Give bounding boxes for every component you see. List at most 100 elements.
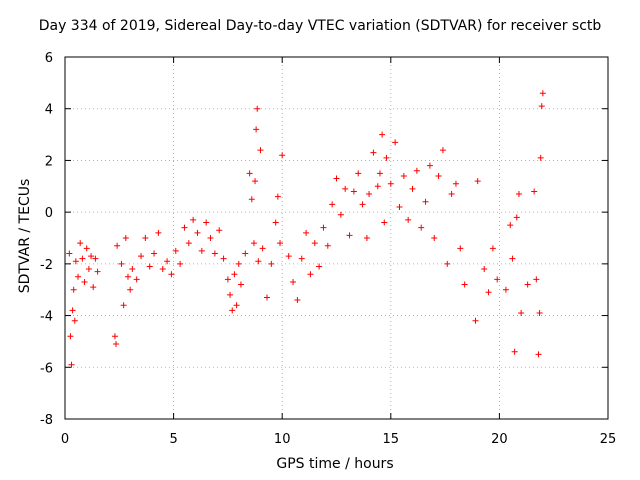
plot-frame [64, 56, 609, 420]
data-point [194, 229, 201, 236]
y-tick-label: 0 [45, 206, 53, 221]
data-point [396, 203, 403, 210]
data-point [524, 281, 531, 288]
x-tick-label: 20 [491, 432, 508, 447]
data-point [511, 348, 518, 355]
data-point [164, 258, 171, 265]
data-point [90, 284, 97, 291]
y-tick-label: 6 [45, 51, 53, 66]
data-point [474, 178, 481, 185]
data-point [248, 196, 255, 203]
y-tick-label: 4 [45, 103, 53, 118]
data-point [133, 276, 140, 283]
data-point [381, 219, 388, 226]
data-point [94, 268, 101, 275]
data-point [68, 361, 75, 368]
data-point [535, 351, 542, 358]
data-point [70, 286, 77, 293]
data-point [122, 235, 129, 241]
data-point [168, 271, 175, 278]
data-point [114, 242, 121, 249]
data-point [539, 90, 546, 97]
data-point [461, 281, 468, 288]
data-point [268, 260, 275, 267]
data-point [324, 242, 331, 249]
y-tick-label: -2 [40, 258, 53, 273]
data-point [413, 167, 420, 174]
data-point [439, 147, 446, 154]
data-point [337, 211, 344, 218]
data-point [151, 250, 158, 257]
data-point [431, 235, 438, 241]
data-point [237, 281, 244, 288]
data-point [285, 253, 292, 260]
data-point [457, 245, 464, 252]
data-point [159, 266, 166, 273]
data-point [257, 147, 264, 154]
data-point [129, 266, 136, 273]
data-point [250, 240, 257, 247]
data-point [536, 309, 543, 316]
x-tick-label: 15 [383, 432, 400, 447]
data-point [142, 235, 149, 241]
y-tick-label: 2 [45, 154, 53, 169]
data-point [481, 266, 488, 273]
data-point [444, 260, 451, 267]
data-point [409, 185, 416, 192]
data-point [518, 309, 525, 316]
data-point [220, 255, 227, 262]
data-point [66, 250, 73, 257]
data-point [190, 216, 197, 223]
data-point [155, 229, 162, 236]
data-point [69, 307, 76, 314]
data-point [88, 253, 95, 260]
y-tick-label: -6 [40, 361, 53, 376]
data-point [253, 126, 260, 133]
axis-ticks: 0 5 10 15 20 25 -8 -6 -4 -2 0 2 4 6 [40, 51, 616, 447]
data-point [329, 201, 336, 208]
data-point [92, 255, 99, 262]
data-point [242, 250, 249, 257]
data-point [254, 105, 261, 112]
data-point [316, 263, 323, 270]
x-tick-label: 5 [169, 432, 177, 447]
data-point [538, 103, 545, 110]
data-point [252, 178, 259, 185]
data-point [392, 139, 399, 146]
data-point [290, 278, 297, 285]
data-point [246, 170, 253, 177]
data-point [405, 216, 412, 223]
data-point [355, 170, 362, 177]
data-point [146, 263, 153, 270]
data-point [422, 198, 429, 205]
data-point [472, 317, 479, 324]
data-point [111, 333, 118, 340]
data-point [216, 227, 223, 234]
data-point [426, 162, 433, 169]
data-point [231, 271, 238, 278]
data-point [85, 266, 92, 273]
data-point [400, 172, 407, 179]
data-point [67, 333, 74, 340]
data-point [263, 294, 270, 301]
data-point [274, 193, 281, 200]
data-point [177, 260, 184, 267]
data-point [531, 188, 538, 195]
data-point [448, 191, 455, 198]
data-point [235, 260, 242, 267]
data-point [277, 240, 284, 247]
x-tick-label: 10 [274, 432, 291, 447]
data-point [513, 214, 520, 221]
grid-lines [65, 57, 608, 419]
data-point [509, 255, 516, 262]
data-point [452, 180, 459, 187]
data-point [71, 317, 78, 324]
data-point [366, 191, 373, 198]
data-point [311, 240, 318, 247]
data-point [320, 224, 327, 231]
data-point [376, 170, 383, 177]
data-point [72, 258, 79, 265]
data-point [79, 255, 86, 262]
data-point [224, 276, 231, 283]
